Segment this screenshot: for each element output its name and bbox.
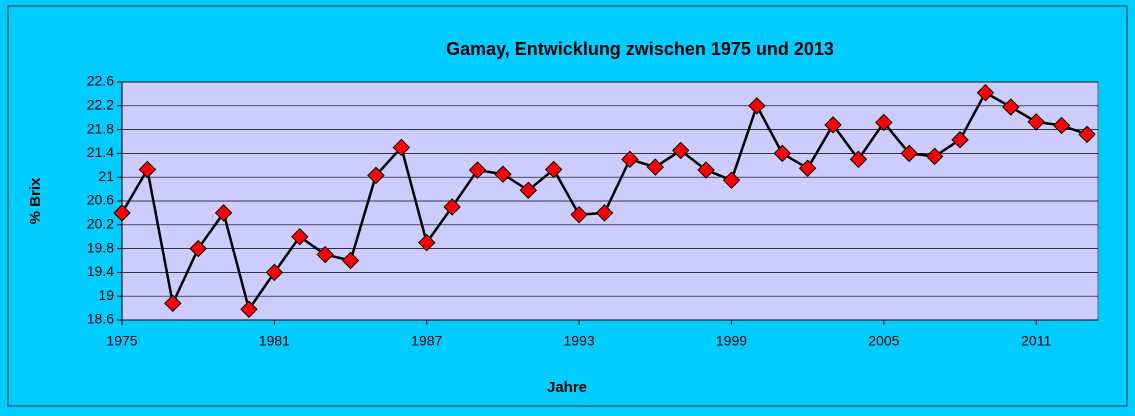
y-tick-label: 19.4 — [87, 263, 114, 279]
marker — [1078, 125, 1096, 144]
marker — [976, 84, 995, 102]
marker — [316, 245, 334, 264]
marker — [951, 131, 969, 149]
marker — [621, 150, 639, 169]
marker — [265, 263, 284, 282]
marker — [113, 204, 131, 222]
marker — [570, 205, 588, 224]
marker — [697, 161, 715, 179]
y-tick-label: 22.6 — [87, 73, 114, 89]
x-tick-label: 1999 — [716, 333, 747, 349]
y-tick-label: 21.4 — [87, 144, 114, 160]
marker — [1027, 113, 1045, 131]
chart-border — [7, 5, 1128, 407]
marker — [189, 239, 207, 258]
y-tick-label: 19 — [98, 287, 114, 303]
marker — [925, 147, 944, 166]
y-tick-label: 20.6 — [87, 192, 114, 208]
x-tick-label: 1993 — [564, 333, 595, 349]
marker — [849, 150, 868, 169]
marker — [1002, 98, 1020, 116]
marker — [798, 159, 817, 177]
marker — [748, 97, 766, 115]
y-tick-label: 21.8 — [87, 120, 114, 136]
y-tick-label: 18.6 — [87, 311, 114, 327]
marker — [214, 204, 233, 222]
marker — [773, 144, 791, 163]
x-axis-title: Jahre — [547, 379, 587, 396]
marker — [341, 251, 360, 270]
marker — [646, 158, 664, 176]
marker — [240, 300, 258, 318]
marker — [671, 141, 690, 160]
x-tick-label: 1975 — [106, 333, 137, 349]
x-tick-label: 2011 — [1021, 333, 1051, 349]
y-tick-label: 22.2 — [87, 97, 114, 113]
marker — [545, 160, 563, 179]
chart-title: Gamay, Entwicklung zwischen 1975 und 201… — [446, 39, 834, 59]
marker — [418, 233, 436, 252]
marker — [1052, 116, 1071, 135]
marker — [468, 161, 487, 179]
x-tick-label: 1987 — [411, 333, 442, 349]
x-tick-label: 2005 — [868, 333, 899, 349]
marker — [367, 166, 385, 185]
marker — [900, 144, 918, 163]
marker — [443, 198, 461, 216]
x-tick-label: 1981 — [259, 333, 290, 349]
marker — [164, 294, 182, 313]
marker — [875, 113, 893, 132]
marker — [138, 160, 157, 179]
marker — [392, 138, 411, 157]
marker — [824, 116, 842, 134]
marker — [595, 204, 614, 222]
y-tick-label: 21 — [98, 168, 114, 184]
marker — [494, 165, 512, 183]
y-axis-title: % Brix — [27, 177, 44, 224]
y-tick-label: 20.2 — [87, 216, 114, 232]
marker — [291, 227, 309, 246]
y-tick-label: 19.8 — [87, 239, 114, 255]
marker — [722, 171, 741, 189]
marker — [519, 181, 538, 199]
